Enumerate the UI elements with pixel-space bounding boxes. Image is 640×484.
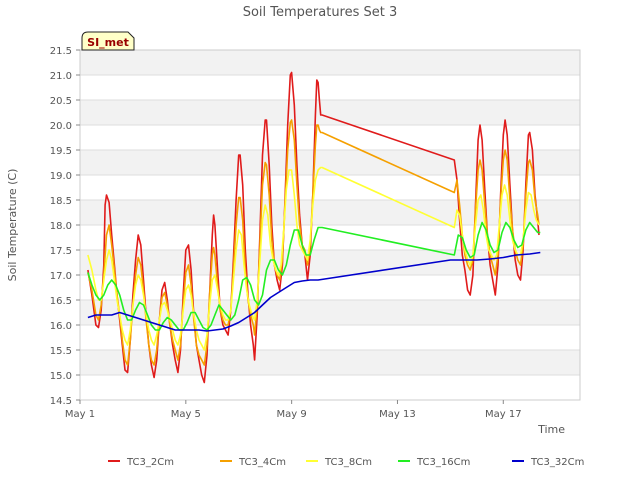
plot-band [80, 75, 580, 100]
x-tick-label: May 17 [485, 409, 522, 420]
plot-band [80, 375, 580, 400]
series-line-tc3-4cm [87, 119, 540, 366]
plot-background [80, 50, 580, 400]
legend-label: TC3_32Cm [530, 457, 584, 468]
x-tick-label: May 5 [171, 409, 201, 420]
plot-band [80, 325, 580, 350]
y-tick-label: 19.0 [50, 171, 72, 182]
y-tick-label: 20.0 [50, 121, 72, 132]
y-tick-label: 17.0 [50, 271, 72, 282]
y-tick-label: 16.5 [50, 296, 72, 307]
x-tick-label: May 13 [379, 409, 416, 420]
legend: TC3_2Cm TC3_4Cm TC3_8Cm TC3_16Cm TC3_32Cm [108, 457, 584, 468]
site-label-background [81, 31, 135, 51]
series-line-tc3-32cm [87, 251, 541, 332]
y-tick-label: 17.5 [50, 246, 72, 257]
plot-band [80, 125, 580, 150]
plot-band [80, 50, 580, 75]
site-label-text: SI_met [87, 36, 129, 49]
y-tick-label: 18.0 [50, 221, 72, 232]
plot-band [80, 300, 580, 325]
y-tick-label: 16.0 [50, 321, 72, 332]
x-axis-label: Time [537, 423, 565, 436]
y-tick-label: 21.5 [50, 46, 72, 57]
plot-band [80, 350, 580, 375]
legend-label: TC3_16Cm [416, 457, 470, 468]
y-axis-ticks: 14.5 15.0 15.5 16.0 16.5 17.0 17.5 18.0 18.5 19.0… [50, 46, 80, 407]
plot-band [80, 175, 580, 200]
plot-band [80, 200, 580, 225]
y-tick-label: 15.5 [50, 346, 72, 357]
series-layer [87, 71, 541, 384]
series-line-tc3-16cm [87, 221, 541, 331]
x-tick-label: May 1 [65, 409, 95, 420]
y-tick-label: 19.5 [50, 146, 72, 157]
y-tick-label: 20.5 [50, 96, 72, 107]
legend-label: TC3_8Cm [324, 457, 372, 468]
y-tick-label: 21.0 [50, 71, 72, 82]
plot-band [80, 100, 580, 125]
y-axis-label: Soil Temperature (C) [6, 169, 19, 282]
chart-title: Soil Temperatures Set 3 [243, 5, 398, 20]
y-tick-label: 14.5 [50, 396, 72, 407]
x-axis-ticks: May 1 May 5 May 9 May 13 May 17 [65, 400, 522, 420]
y-tick-label: 18.5 [50, 196, 72, 207]
site-label-box: SI_met [81, 31, 135, 51]
y-tick-label: 15.0 [50, 371, 72, 382]
legend-label: TC3_4Cm [238, 457, 286, 468]
x-tick-label: May 9 [277, 409, 307, 420]
legend-label: TC3_2Cm [126, 457, 174, 468]
plot-band [80, 250, 580, 275]
